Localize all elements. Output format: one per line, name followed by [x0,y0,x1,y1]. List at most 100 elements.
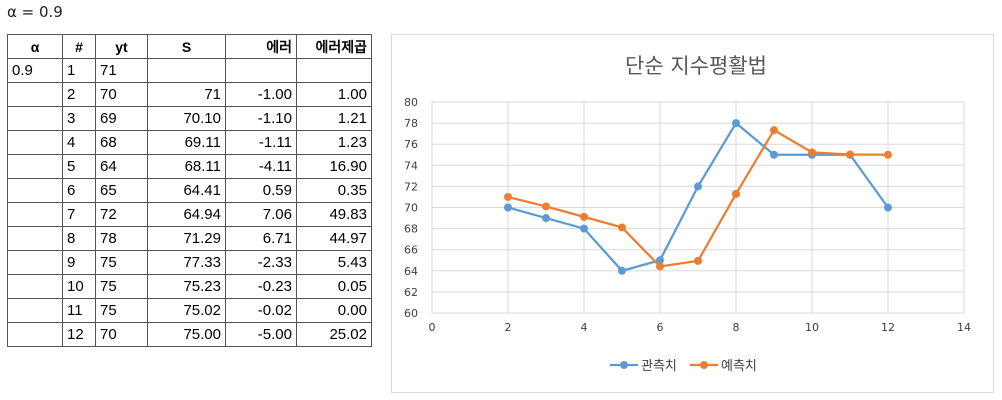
cell-error-squared[interactable]: 1.21 [297,107,372,131]
cell-yt[interactable]: 70 [96,323,148,347]
cell-s[interactable]: 68.11 [148,155,226,179]
cell-index[interactable]: 4 [63,131,96,155]
data-point[interactable] [808,148,816,156]
cell-alpha[interactable] [8,203,63,227]
header-index[interactable]: # [63,35,96,59]
cell-yt[interactable]: 78 [96,227,148,251]
data-point[interactable] [884,204,892,212]
cell-error-squared[interactable]: 0.00 [297,299,372,323]
cell-index[interactable]: 12 [63,323,96,347]
data-point[interactable] [656,262,664,270]
cell-error-squared[interactable]: 1.00 [297,83,372,107]
cell-error[interactable]: -1.10 [226,107,297,131]
data-point[interactable] [770,151,778,159]
cell-error[interactable] [226,59,297,83]
cell-error-squared[interactable]: 0.35 [297,179,372,203]
data-point[interactable] [694,257,702,265]
cell-yt[interactable]: 75 [96,251,148,275]
cell-alpha[interactable] [8,251,63,275]
header-s[interactable]: S [148,35,226,59]
data-point[interactable] [694,182,702,190]
data-point[interactable] [504,193,512,201]
cell-yt[interactable]: 64 [96,155,148,179]
cell-index[interactable]: 8 [63,227,96,251]
cell-s[interactable] [148,59,226,83]
cell-error[interactable]: 0.59 [226,179,297,203]
cell-s[interactable]: 69.11 [148,131,226,155]
cell-yt[interactable]: 65 [96,179,148,203]
data-point[interactable] [884,151,892,159]
cell-index[interactable]: 5 [63,155,96,179]
data-point[interactable] [542,214,550,222]
cell-yt[interactable]: 68 [96,131,148,155]
cell-alpha[interactable] [8,83,63,107]
series-line-1[interactable] [508,123,888,271]
cell-s[interactable]: 77.33 [148,251,226,275]
cell-error[interactable]: -1.11 [226,131,297,155]
cell-alpha[interactable] [8,179,63,203]
cell-yt[interactable]: 70 [96,83,148,107]
cell-error[interactable]: -1.00 [226,83,297,107]
cell-error-squared[interactable]: 16.90 [297,155,372,179]
cell-error-squared[interactable]: 49.83 [297,203,372,227]
cell-index[interactable]: 7 [63,203,96,227]
cell-s[interactable]: 75.00 [148,323,226,347]
cell-alpha[interactable] [8,107,63,131]
cell-alpha[interactable] [8,275,63,299]
data-point[interactable] [580,213,588,221]
cell-yt[interactable]: 75 [96,275,148,299]
header-yt[interactable]: yt [96,35,148,59]
cell-alpha[interactable] [8,323,63,347]
cell-error-squared[interactable] [297,59,372,83]
cell-yt[interactable]: 69 [96,107,148,131]
cell-s[interactable]: 75.02 [148,299,226,323]
cell-yt[interactable]: 75 [96,299,148,323]
chart-area[interactable]: 단순 지수평활법 60 62 64 66 68 70 72 74 76 78 80 0 2 4 6 8 10 12 1… [391,34,994,393]
cell-error-squared[interactable]: 44.97 [297,227,372,251]
cell-s[interactable]: 71 [148,83,226,107]
series-line-2[interactable] [508,130,888,266]
cell-error[interactable]: 7.06 [226,203,297,227]
cell-s[interactable]: 71.29 [148,227,226,251]
cell-error-squared[interactable]: 1.23 [297,131,372,155]
cell-alpha[interactable] [8,299,63,323]
cell-s[interactable]: 70.10 [148,107,226,131]
cell-error[interactable]: 6.71 [226,227,297,251]
cell-s[interactable]: 64.41 [148,179,226,203]
cell-index[interactable]: 11 [63,299,96,323]
cell-index[interactable]: 9 [63,251,96,275]
cell-index[interactable]: 1 [63,59,96,83]
header-alpha[interactable]: α [8,35,63,59]
data-point[interactable] [580,225,588,233]
cell-error[interactable]: -4.11 [226,155,297,179]
cell-error-squared[interactable]: 5.43 [297,251,372,275]
data-point[interactable] [770,126,778,134]
cell-error-squared[interactable]: 25.02 [297,323,372,347]
cell-error-squared[interactable]: 0.05 [297,275,372,299]
cell-index[interactable]: 2 [63,83,96,107]
header-error[interactable]: 에러 [226,35,297,59]
cell-error[interactable]: -0.02 [226,299,297,323]
data-point[interactable] [504,204,512,212]
data-point[interactable] [618,223,626,231]
data-point[interactable] [732,190,740,198]
cell-yt[interactable]: 72 [96,203,148,227]
data-point[interactable] [618,267,626,275]
cell-error[interactable]: -0.23 [226,275,297,299]
cell-alpha[interactable] [8,227,63,251]
cell-alpha[interactable] [8,131,63,155]
data-point[interactable] [542,202,550,210]
cell-error[interactable]: -2.33 [226,251,297,275]
cell-index[interactable]: 6 [63,179,96,203]
cell-index[interactable]: 3 [63,107,96,131]
cell-index[interactable]: 10 [63,275,96,299]
cell-s[interactable]: 64.94 [148,203,226,227]
header-error-squared[interactable]: 에러제곱 [297,35,372,59]
cell-error[interactable]: -5.00 [226,323,297,347]
cell-alpha[interactable] [8,155,63,179]
cell-yt[interactable]: 71 [96,59,148,83]
cell-s[interactable]: 75.23 [148,275,226,299]
cell-alpha[interactable]: 0.9 [8,59,63,83]
data-point[interactable] [732,119,740,127]
data-point[interactable] [846,151,854,159]
